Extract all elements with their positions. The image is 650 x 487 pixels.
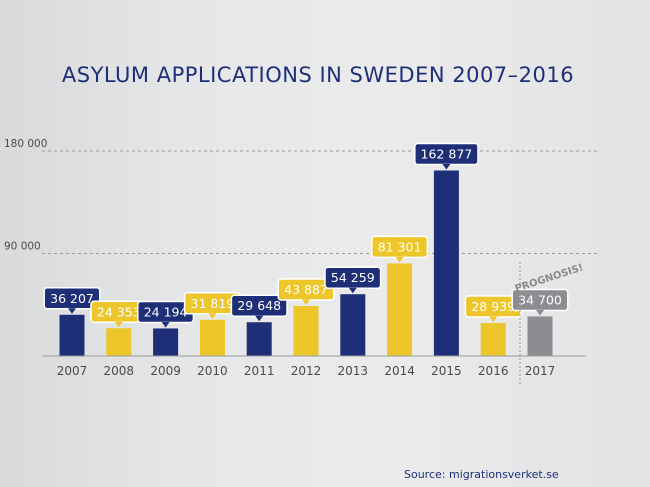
callout-pointer [302,299,310,306]
bar-2014 [387,263,413,356]
x-tick-label: 2015 [431,364,462,378]
bar-2015 [433,170,459,356]
x-tick-label: 2014 [384,364,415,378]
x-tick-label: 2009 [150,364,181,378]
y-tick-label: 90 000 [4,241,41,253]
x-tick-label: 2011 [244,364,275,378]
value-label: 162 877 [421,147,473,162]
value-callout: 24 353 [90,300,148,328]
x-tick-label: 2017 [525,364,556,378]
callout-pointer [161,321,170,328]
bar-2017 [527,316,553,356]
callout-pointer [114,321,123,328]
x-tick-label: 2016 [478,364,509,378]
value-callout: 81 301 [371,235,429,263]
value-callout: 29 648 [230,294,288,322]
value-callout: 31 819 [183,292,241,319]
x-axis-labels: 2007 2008 2009 2010 2011 2012 2013 2014 2015 2016… [57,364,556,378]
value-label: 29 648 [237,298,281,313]
value-callout: 162 877 [414,142,479,170]
source-note: Source: migrationsverket.se [404,468,559,481]
bar-2009 [153,328,179,356]
value-label: 43 887 [284,282,328,297]
value-callout: 34 700 [511,288,569,316]
value-callout: 36 207 [43,287,101,314]
value-label: 36 207 [50,291,94,306]
bar-2012 [293,306,319,356]
callout-pointer [489,316,498,323]
value-label: 24 194 [144,304,188,319]
x-tick-label: 2012 [291,364,322,378]
callout-pointer [68,308,76,314]
x-tick-label: 2007 [57,364,88,378]
callout-pointer [348,287,357,294]
y-axis-ticks: 90 000 180 000 [4,138,47,253]
gridlines [42,150,600,254]
x-tick-label: 2013 [338,364,369,378]
bar-2011 [246,322,272,356]
y-tick-label: 180 000 [4,138,47,150]
callout-pointer [208,313,217,319]
value-label: 28 939 [471,299,515,314]
bar-2016 [480,323,506,356]
chart-title: ASYLUM APPLICATIONS IN SWEDEN 2007–2016 [62,63,574,87]
bar-2007 [59,314,85,356]
bars [59,170,553,356]
callout-pointer [442,164,451,170]
bar-2010 [199,319,225,356]
x-tick-label: 2010 [197,364,228,378]
value-callout: 54 259 [324,266,382,294]
callout-pointer [536,309,544,316]
value-label: 54 259 [331,270,375,285]
value-label: 34 700 [518,292,562,307]
value-label: 81 301 [378,239,422,254]
bar-2008 [106,328,132,356]
value-label: 31 819 [191,296,235,311]
value-callout: 43 887 [277,278,335,306]
x-tick-label: 2008 [104,364,135,378]
callout-pointer [395,256,404,263]
value-callout: 28 939 [464,295,522,323]
bar-2013 [340,294,366,356]
callout-pointer [255,315,264,322]
value-callout: 24 194 [137,300,195,328]
value-label: 24 353 [97,304,141,319]
